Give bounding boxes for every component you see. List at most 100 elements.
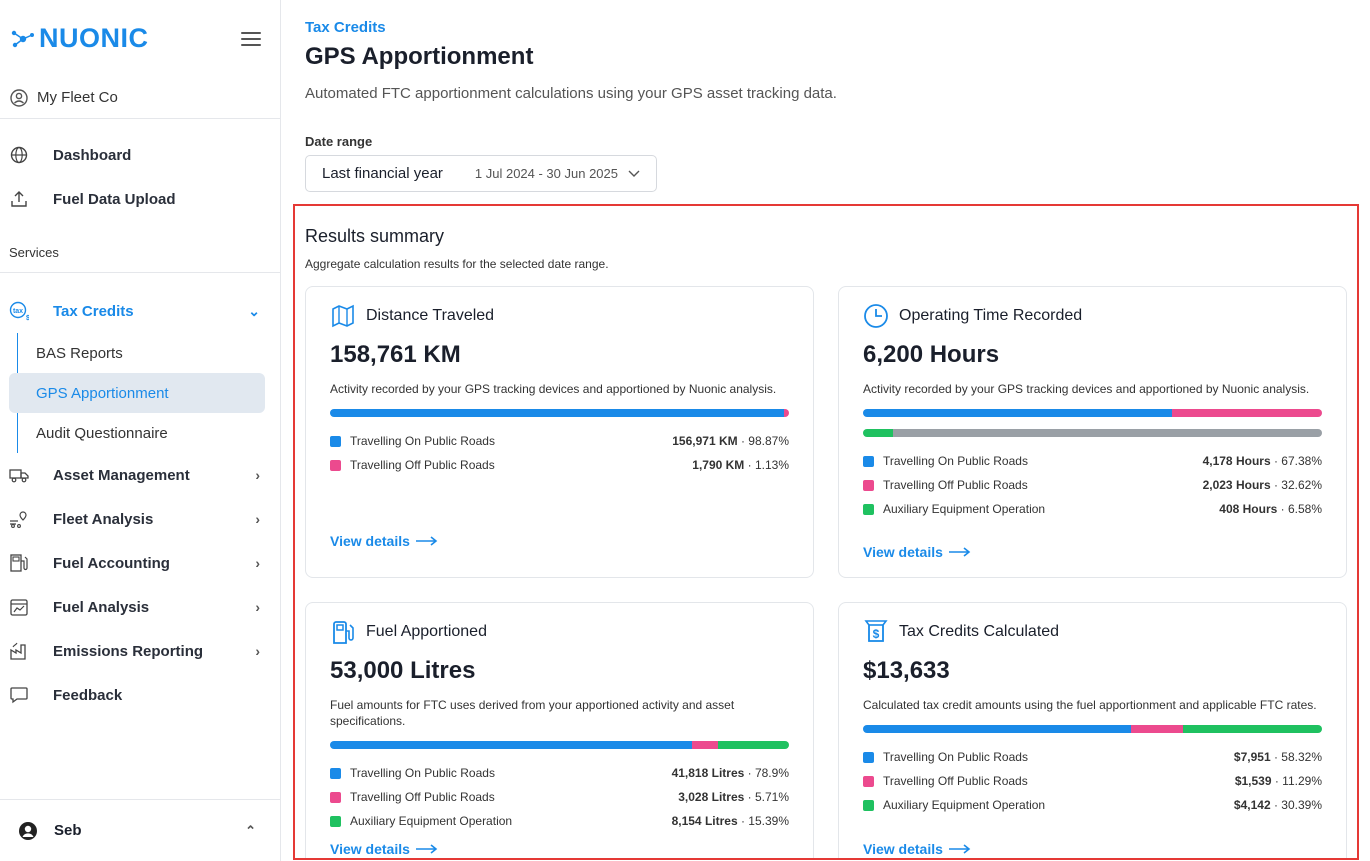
card-fuel-apportioned: Fuel Apportioned 53,000 Litres Fuel amou… <box>305 602 814 858</box>
legend-percent: · 98.87% <box>737 434 789 448</box>
chat-bubble-icon <box>9 685 29 705</box>
bar-segment <box>330 741 693 749</box>
legend-label: Travelling On Public Roads <box>883 750 1028 764</box>
legend-row: Travelling Off Public Roads 2,023 Hours ·… <box>863 473 1322 497</box>
legend-value: 2,023 Hours · 32.62% <box>1203 478 1322 492</box>
services-section-label: Services <box>0 221 280 273</box>
menu-toggle-icon[interactable] <box>241 31 261 46</box>
chevron-down-icon <box>628 170 640 177</box>
date-range-value: Last financial year <box>322 165 443 182</box>
view-details-link[interactable]: View details <box>330 533 438 549</box>
card-distance: Distance Traveled 158,761 KM Activity re… <box>305 286 814 578</box>
legend-row: Travelling Off Public Roads 1,790 KM · 1.… <box>330 453 789 477</box>
card-total: 6,200 Hours <box>863 341 1000 368</box>
nav-fleet-analysis-label: Fleet Analysis <box>53 510 154 528</box>
nav-feedback[interactable]: Feedback <box>0 673 280 717</box>
results-summary-title: Results summary <box>305 226 445 246</box>
legend-value: 41,818 Litres · 78.9% <box>672 766 789 780</box>
card-header: Distance Traveled <box>330 303 789 329</box>
upload-icon <box>9 189 29 209</box>
view-details-link[interactable]: View details <box>863 544 971 560</box>
card-total: $13,633 <box>863 657 950 684</box>
legend-percent: · 15.39% <box>737 814 789 828</box>
legend-label: Travelling On Public Roads <box>350 434 495 448</box>
view-details-label: View details <box>863 544 943 560</box>
card-header: Fuel Apportioned <box>330 619 789 645</box>
chevron-right-icon: › <box>255 467 260 483</box>
legend-label: Travelling On Public Roads <box>350 766 495 780</box>
bar-segment <box>330 409 784 417</box>
legend-label: Auxiliary Equipment Operation <box>350 814 513 828</box>
card-total: 53,000 Litres <box>330 657 476 684</box>
legend-value: 3,028 Litres · 5.71% <box>678 790 789 804</box>
bar-segment <box>1182 725 1322 733</box>
page-title: GPS Apportionment <box>305 43 534 70</box>
legend-percent: · 5.71% <box>744 790 789 804</box>
legend-value: 156,971 KM · 98.87% <box>672 434 789 448</box>
map-icon <box>332 304 354 328</box>
auxiliary-progress-bar <box>863 429 1322 437</box>
nav-fuel-accounting[interactable]: Fuel Accounting › <box>0 541 280 585</box>
breadcrumb[interactable]: Tax Credits <box>305 19 386 36</box>
legend-swatch <box>863 799 874 811</box>
nav-asset-management-label: Asset Management <box>53 466 190 484</box>
chevron-right-icon: › <box>255 643 260 659</box>
legend-value: $7,951 · 58.32% <box>1234 750 1322 764</box>
user-avatar-icon <box>19 821 37 840</box>
nav-feedback-label: Feedback <box>53 686 123 704</box>
chevron-right-icon: › <box>255 511 260 527</box>
progress-bar <box>863 725 1322 733</box>
nuonic-logo[interactable]: NUONIC <box>11 23 149 54</box>
legend-percent: · 6.58% <box>1277 502 1322 516</box>
bar-segment <box>783 409 789 417</box>
subnav-gps-apportionment[interactable]: GPS Apportionment <box>9 373 265 413</box>
chevron-right-icon: › <box>255 599 260 615</box>
legend-row: Auxiliary Equipment Operation $4,142 · 30… <box>863 793 1322 817</box>
nav-fleet-analysis[interactable]: Fleet Analysis › <box>0 497 280 541</box>
nav-dashboard[interactable]: Dashboard <box>0 133 280 177</box>
card-title: Fuel Apportioned <box>366 623 487 640</box>
nav-emissions-reporting[interactable]: Emissions Reporting › <box>0 629 280 673</box>
legend-amount: 41,818 Litres <box>671 766 745 780</box>
date-range-select[interactable]: Last financial year 1 Jul 2024 - 30 Jun … <box>305 155 657 192</box>
clock-icon <box>864 304 888 328</box>
legend-amount: 3,028 Litres <box>678 790 745 804</box>
legend-percent: · 58.32% <box>1270 750 1322 764</box>
bar-segment <box>863 409 1173 417</box>
legend-amount: 408 Hours <box>1219 502 1278 516</box>
user-menu[interactable]: Seb ⌃ <box>0 799 280 861</box>
legend-value: 4,178 Hours · 67.38% <box>1203 454 1322 468</box>
tax-credits-subnav: BAS Reports GPS Apportionment Audit Ques… <box>9 333 280 453</box>
legend-percent: · 32.62% <box>1270 478 1322 492</box>
dollar-receipt-icon: $ <box>864 620 888 642</box>
bar-segment <box>718 741 789 749</box>
progress-bar <box>863 409 1322 417</box>
view-details-link[interactable]: View details <box>330 841 438 857</box>
nav-asset-management[interactable]: Asset Management › <box>0 453 280 497</box>
globe-icon <box>9 145 29 165</box>
legend-row: Auxiliary Equipment Operation 408 Hours ·… <box>863 497 1322 521</box>
subnav-bas-reports[interactable]: BAS Reports <box>36 344 123 362</box>
legend-label: Auxiliary Equipment Operation <box>883 798 1046 812</box>
view-details-link[interactable]: View details <box>863 841 971 857</box>
legend-swatch <box>863 479 874 491</box>
results-summary-subtitle: Aggregate calculation results for the se… <box>305 257 609 271</box>
nav-tax-credits[interactable]: tax $ Tax Credits ⌄ <box>0 289 280 333</box>
nav-fuel-analysis[interactable]: Fuel Analysis › <box>0 585 280 629</box>
card-header: Operating Time Recorded <box>863 303 1322 329</box>
bar-segment <box>863 429 894 437</box>
legend-amount: 1,790 KM <box>692 458 745 472</box>
org-switcher[interactable]: My Fleet Co <box>0 77 280 119</box>
view-details-label: View details <box>330 841 410 857</box>
legend-percent: · 67.38% <box>1270 454 1322 468</box>
molecule-icon <box>11 30 34 47</box>
card-total: 158,761 KM <box>330 341 461 368</box>
legend-label: Travelling Off Public Roads <box>883 478 1028 492</box>
main-nav: Dashboard Fuel Data Upload Services tax $… <box>0 119 280 717</box>
nav-fuel-data-upload[interactable]: Fuel Data Upload <box>0 177 280 221</box>
legend-amount: $1,539 <box>1234 774 1272 788</box>
card-tax-credits: $ Tax Credits Calculated $13,633 Calcula… <box>838 602 1347 858</box>
legend-value: $4,142 · 30.39% <box>1234 798 1322 812</box>
subnav-audit-questionnaire[interactable]: Audit Questionnaire <box>36 424 168 442</box>
card-legend: Travelling On Public Roads 4,178 Hours · … <box>863 449 1322 521</box>
